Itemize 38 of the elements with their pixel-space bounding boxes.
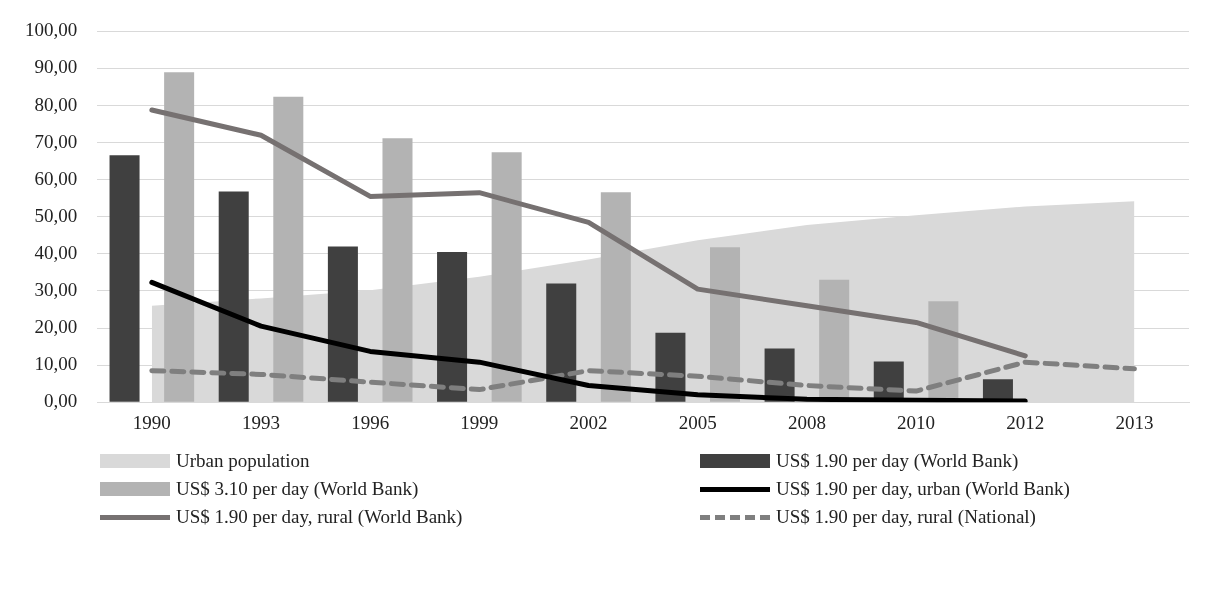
y-tick-label: 60,00	[34, 167, 78, 189]
x-tick-label: 2010	[897, 411, 936, 433]
bar	[546, 283, 577, 402]
y-tick-label: 0,00	[44, 390, 78, 412]
x-tick-label: 1996	[351, 411, 390, 433]
x-tick-label: 2002	[569, 411, 608, 433]
y-tick-label: 20,00	[34, 316, 78, 338]
bar	[382, 138, 413, 402]
bar	[491, 152, 522, 402]
x-tick-label: 1993	[242, 411, 281, 433]
x-tick-label: 1990	[132, 411, 171, 433]
bar	[327, 246, 358, 402]
y-tick-label: 30,00	[34, 278, 78, 300]
x-tick-label: 1999	[460, 411, 499, 433]
legend-label: US$ 1.90 per day, rural (National)	[776, 506, 1036, 528]
legend-label: US$ 1.90 per day, rural (World Bank)	[176, 506, 463, 528]
y-tick-label: 90,00	[34, 56, 78, 78]
x-tick-label: 2008	[787, 411, 826, 433]
y-tick-label: 80,00	[34, 93, 78, 115]
legend-label: US$ 3.10 per day (World Bank)	[176, 478, 419, 500]
legend-label: US$ 1.90 per day, urban (World Bank)	[776, 478, 1070, 500]
bar	[218, 191, 249, 402]
bar	[164, 72, 195, 402]
bar	[273, 96, 304, 402]
bar	[437, 252, 468, 402]
legend-label: Urban population	[176, 450, 310, 472]
x-tick-label: 2012	[1006, 411, 1045, 433]
y-tick-label: 40,00	[34, 241, 78, 263]
x-tick-label: 2005	[678, 411, 717, 433]
bar	[710, 247, 741, 402]
y-tick-label: 50,00	[34, 204, 78, 226]
y-tick-label: 100,00	[25, 19, 78, 41]
legend-label: US$ 1.90 per day (World Bank)	[776, 450, 1019, 472]
bar	[109, 155, 140, 402]
bar	[600, 192, 631, 402]
y-tick-label: 70,00	[34, 130, 78, 152]
x-tick-label: 2013	[1115, 411, 1154, 433]
y-tick-label: 10,00	[34, 353, 78, 375]
